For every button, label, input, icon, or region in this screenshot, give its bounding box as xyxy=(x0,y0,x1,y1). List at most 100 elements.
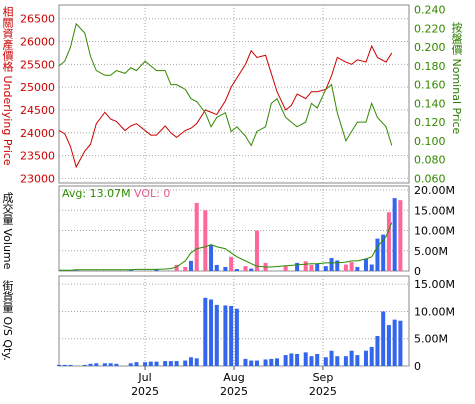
volume-bar xyxy=(223,266,228,271)
x-tick-month-label: Jul xyxy=(137,371,151,384)
os-qty-bar xyxy=(203,297,208,366)
os-qty-bar xyxy=(62,364,67,366)
os-qty-bar xyxy=(154,361,159,366)
os-qty-bar xyxy=(114,363,119,366)
os-qty-bar xyxy=(249,360,254,366)
nominal-tick-label: 0.180 xyxy=(414,60,446,73)
volume-tick-label: 0 xyxy=(414,265,421,278)
os-qty-bar xyxy=(128,363,133,366)
os-qty-bar xyxy=(381,311,386,366)
nominal-tick-label: 0.080 xyxy=(414,154,446,167)
nominal-tick-label: 0.240 xyxy=(414,4,446,17)
volume-bar xyxy=(309,264,314,271)
os-qty-bar xyxy=(223,305,228,366)
os-qty-bar xyxy=(234,308,239,366)
underlying-tick-label: 24000 xyxy=(20,127,55,140)
os-qty-bar xyxy=(398,320,403,366)
os-qty-bar xyxy=(254,360,259,366)
volume-bar xyxy=(249,268,254,271)
volume-bar xyxy=(154,269,159,271)
volume-tick-label: 20.00M xyxy=(414,184,455,197)
volume-bar xyxy=(398,200,403,271)
os-qty-bar xyxy=(335,356,340,366)
volume-tick-label: 10.00M xyxy=(414,225,455,238)
volume-bar xyxy=(74,270,79,271)
volume-bar xyxy=(375,238,380,271)
nominal-price-axis-label: 按盤價 Nominal Price xyxy=(450,22,463,135)
underlying-tick-label: 26500 xyxy=(20,13,55,26)
volume-bar xyxy=(363,258,368,271)
nominal-tick-label: 0.120 xyxy=(414,116,446,129)
volume-legend: VOL: 0 xyxy=(134,187,171,200)
underlying-tick-label: 25500 xyxy=(20,58,55,71)
os-tick-label: 15.00M xyxy=(414,278,455,291)
os-qty-bar xyxy=(68,364,73,366)
os-qty-bar xyxy=(375,336,380,366)
os-qty-bar xyxy=(183,360,188,366)
x-tick-month-label: Sep xyxy=(313,371,334,384)
os-qty-bar xyxy=(148,361,153,366)
os-qty-bar xyxy=(309,356,314,366)
os-qty-bar xyxy=(243,358,248,366)
nominal-tick-label: 0.140 xyxy=(414,97,446,110)
volume-bar xyxy=(369,264,374,271)
volume-axis-label: 成交量 Volume xyxy=(1,192,14,270)
avg-volume-line xyxy=(59,222,393,271)
volume-bar xyxy=(386,212,391,271)
volume-bar xyxy=(335,260,340,271)
os-qty-bar xyxy=(269,358,274,366)
volume-bar xyxy=(188,260,193,271)
volume-bar xyxy=(349,262,354,271)
underlying-tick-label: 23000 xyxy=(20,172,55,185)
os-qty-bar xyxy=(229,306,234,366)
nominal-tick-label: 0.200 xyxy=(414,41,446,54)
os-qty-bar xyxy=(168,361,173,366)
os-qty-axis-label: 街貨量 O/S Qty. xyxy=(1,280,14,361)
os-qty-bar xyxy=(88,363,93,366)
os-qty-bar xyxy=(214,304,219,366)
os-qty-bar xyxy=(315,354,320,366)
volume-bar xyxy=(343,264,348,271)
nominal-tick-label: 0.100 xyxy=(414,135,446,148)
underlying-price-axis-label: 相關資產價格 Underlying Price xyxy=(1,6,14,166)
os-tick-label: 10.00M xyxy=(414,305,455,318)
volume-bar xyxy=(234,268,239,271)
volume-bar xyxy=(183,266,188,271)
volume-bar xyxy=(323,266,328,271)
x-tick-month-label: Aug xyxy=(223,371,244,384)
os-qty-bar xyxy=(369,346,374,366)
volume-bar xyxy=(329,258,334,271)
volume-bar xyxy=(174,264,179,271)
os-qty-bar xyxy=(329,350,334,366)
os-qty-bar xyxy=(263,359,268,366)
volume-bar xyxy=(392,198,397,271)
avg-volume-legend: Avg: 13.07M xyxy=(62,187,131,200)
panel-frame-1 xyxy=(58,4,410,184)
os-qty-bar xyxy=(323,357,328,366)
x-tick-year-label: 2025 xyxy=(220,385,248,398)
os-qty-bar xyxy=(355,355,360,366)
volume-bar xyxy=(203,210,208,271)
volume-bar xyxy=(381,234,386,271)
os-qty-bar xyxy=(102,363,107,366)
os-qty-bar xyxy=(174,361,179,366)
volume-bar xyxy=(355,266,360,271)
os-qty-bar xyxy=(343,356,348,366)
os-qty-bar xyxy=(303,352,308,366)
volume-bar xyxy=(229,256,234,271)
os-qty-bar xyxy=(275,358,280,366)
x-tick-year-label: 2025 xyxy=(131,385,159,398)
underlying-tick-label: 26000 xyxy=(20,36,55,49)
volume-bar xyxy=(209,244,214,271)
nominal-tick-label: 0.220 xyxy=(414,22,446,35)
os-qty-bar xyxy=(392,319,397,366)
os-qty-bar xyxy=(363,350,368,366)
nominal-tick-label: 0.160 xyxy=(414,79,446,92)
volume-bar xyxy=(194,203,199,271)
os-qty-bar xyxy=(295,354,300,366)
os-qty-bar xyxy=(386,325,391,366)
os-tick-label: 0 xyxy=(414,360,421,373)
volume-bar xyxy=(254,230,259,271)
